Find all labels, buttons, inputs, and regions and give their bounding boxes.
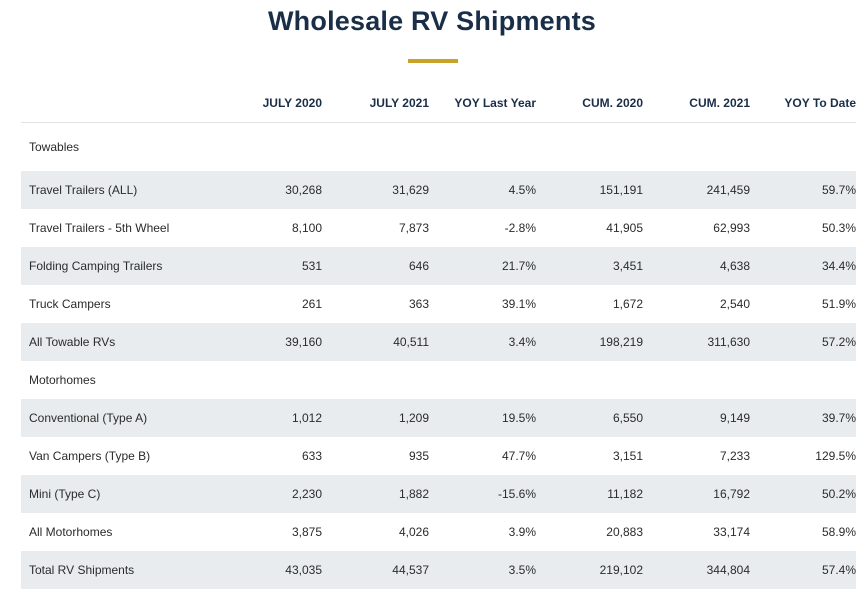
row-label: Travel Trailers - 5th Wheel (29, 221, 170, 235)
cell-yoy-last-year: 3.5% (437, 551, 544, 589)
cell-july-2021: 363 (408, 297, 429, 311)
header-cum-2021: CUM. 2021 (651, 84, 758, 123)
table-row: Folding Camping Trailers 531 646 21.7% 3… (21, 247, 856, 285)
cell-july-2020: 261 (301, 297, 322, 311)
table-row: All Towable RVs 39,160 40,511 3.4% 198,2… (21, 323, 856, 361)
header-july-2021: JULY 2021 (330, 84, 437, 123)
cell-july-2020: 3,875 (291, 525, 322, 539)
cell-july-2021: 646 (330, 247, 437, 285)
cell-july-2020: 39,160 (216, 323, 330, 361)
row-label: Mini (Type C) (21, 475, 216, 513)
cell-july-2020: 30,268 (216, 171, 330, 209)
cell-yoy-to-date: 51.9% (821, 297, 856, 311)
section-row-motorhomes: Motorhomes (21, 361, 856, 399)
cell-yoy-to-date: 57.2% (758, 323, 856, 361)
row-label: Truck Campers (29, 297, 111, 311)
section-label: Towables (29, 140, 80, 154)
table-header-row: JULY 2020 JULY 2021 YOY Last Year CUM. 2… (21, 84, 856, 123)
section-label: Motorhomes (29, 373, 96, 387)
cell-july-2021: 40,511 (330, 323, 437, 361)
row-label: All Towable RVs (21, 323, 216, 361)
row-label: Folding Camping Trailers (21, 247, 216, 285)
row-label: Travel Trailers (ALL) (21, 171, 216, 209)
shipments-table: JULY 2020 JULY 2021 YOY Last Year CUM. 2… (21, 84, 856, 589)
cell-july-2020: 2,230 (216, 475, 330, 513)
cell-july-2021: 935 (408, 449, 429, 463)
cell-cum-2020: 11,182 (544, 475, 651, 513)
cell-cum-2020: 3,151 (612, 449, 643, 463)
table-row: Travel Trailers - 5th Wheel 8,100 7,873 … (21, 209, 856, 247)
cell-yoy-last-year: 39.1% (501, 297, 536, 311)
cell-yoy-last-year: 4.5% (437, 171, 544, 209)
cell-yoy-to-date: 129.5% (815, 449, 856, 463)
row-label: All Motorhomes (29, 525, 113, 539)
cell-yoy-last-year: 47.7% (501, 449, 536, 463)
cell-cum-2021: 9,149 (651, 399, 758, 437)
cell-yoy-to-date: 59.7% (758, 171, 856, 209)
cell-cum-2021: 241,459 (651, 171, 758, 209)
cell-cum-2021: 33,174 (713, 525, 750, 539)
section-row-towables: Towables (21, 123, 856, 172)
page-title: Wholesale RV Shipments (268, 6, 596, 36)
table-row: Truck Campers 261 363 39.1% 1,672 2,540 … (21, 285, 856, 323)
cell-cum-2020: 3,451 (544, 247, 651, 285)
table-row-total: Total RV Shipments 43,035 44,537 3.5% 21… (21, 551, 856, 589)
cell-cum-2021: 62,993 (713, 221, 750, 235)
cell-yoy-last-year: -15.6% (437, 475, 544, 513)
cell-cum-2021: 311,630 (651, 323, 758, 361)
cell-july-2021: 1,882 (330, 475, 437, 513)
table-row: Conventional (Type A) 1,012 1,209 19.5% … (21, 399, 856, 437)
cell-july-2020: 8,100 (291, 221, 322, 235)
cell-cum-2020: 6,550 (544, 399, 651, 437)
table-row: All Motorhomes 3,875 4,026 3.9% 20,883 3… (21, 513, 856, 551)
cell-july-2021: 4,026 (398, 525, 429, 539)
cell-july-2021: 44,537 (330, 551, 437, 589)
header-yoy-to-date: YOY To Date (758, 84, 856, 123)
cell-cum-2020: 20,883 (606, 525, 643, 539)
cell-yoy-last-year: 21.7% (437, 247, 544, 285)
cell-yoy-last-year: 3.4% (437, 323, 544, 361)
cell-cum-2021: 16,792 (651, 475, 758, 513)
header-category (21, 84, 216, 123)
cell-cum-2020: 219,102 (544, 551, 651, 589)
cell-july-2021: 7,873 (398, 221, 429, 235)
cell-july-2020: 531 (216, 247, 330, 285)
header-july-2020: JULY 2020 (216, 84, 330, 123)
cell-yoy-to-date: 58.9% (821, 525, 856, 539)
cell-cum-2020: 198,219 (544, 323, 651, 361)
cell-cum-2021: 2,540 (719, 297, 750, 311)
row-label: Total RV Shipments (21, 551, 216, 589)
cell-yoy-to-date: 50.2% (758, 475, 856, 513)
cell-july-2020: 633 (301, 449, 322, 463)
cell-july-2021: 31,629 (330, 171, 437, 209)
header-yoy-last-year: YOY Last Year (437, 84, 544, 123)
header-cum-2020: CUM. 2020 (544, 84, 651, 123)
row-label: Van Campers (Type B) (29, 449, 151, 463)
cell-cum-2020: 151,191 (544, 171, 651, 209)
cell-cum-2021: 344,804 (651, 551, 758, 589)
title-underline (408, 59, 458, 63)
table-row: Van Campers (Type B) 633 935 47.7% 3,151… (21, 437, 856, 475)
cell-july-2020: 43,035 (216, 551, 330, 589)
row-label: Conventional (Type A) (21, 399, 216, 437)
cell-yoy-last-year: 3.9% (508, 525, 536, 539)
table-row: Mini (Type C) 2,230 1,882 -15.6% 11,182 … (21, 475, 856, 513)
cell-yoy-to-date: 34.4% (758, 247, 856, 285)
cell-cum-2020: 41,905 (606, 221, 643, 235)
cell-july-2021: 1,209 (330, 399, 437, 437)
cell-yoy-last-year: 19.5% (437, 399, 544, 437)
cell-cum-2021: 7,233 (719, 449, 750, 463)
cell-yoy-to-date: 50.3% (821, 221, 856, 235)
cell-july-2020: 1,012 (216, 399, 330, 437)
cell-yoy-to-date: 57.4% (758, 551, 856, 589)
cell-cum-2021: 4,638 (651, 247, 758, 285)
cell-yoy-to-date: 39.7% (758, 399, 856, 437)
cell-yoy-last-year: -2.8% (504, 221, 536, 235)
table-row: Travel Trailers (ALL) 30,268 31,629 4.5%… (21, 171, 856, 209)
cell-cum-2020: 1,672 (612, 297, 643, 311)
